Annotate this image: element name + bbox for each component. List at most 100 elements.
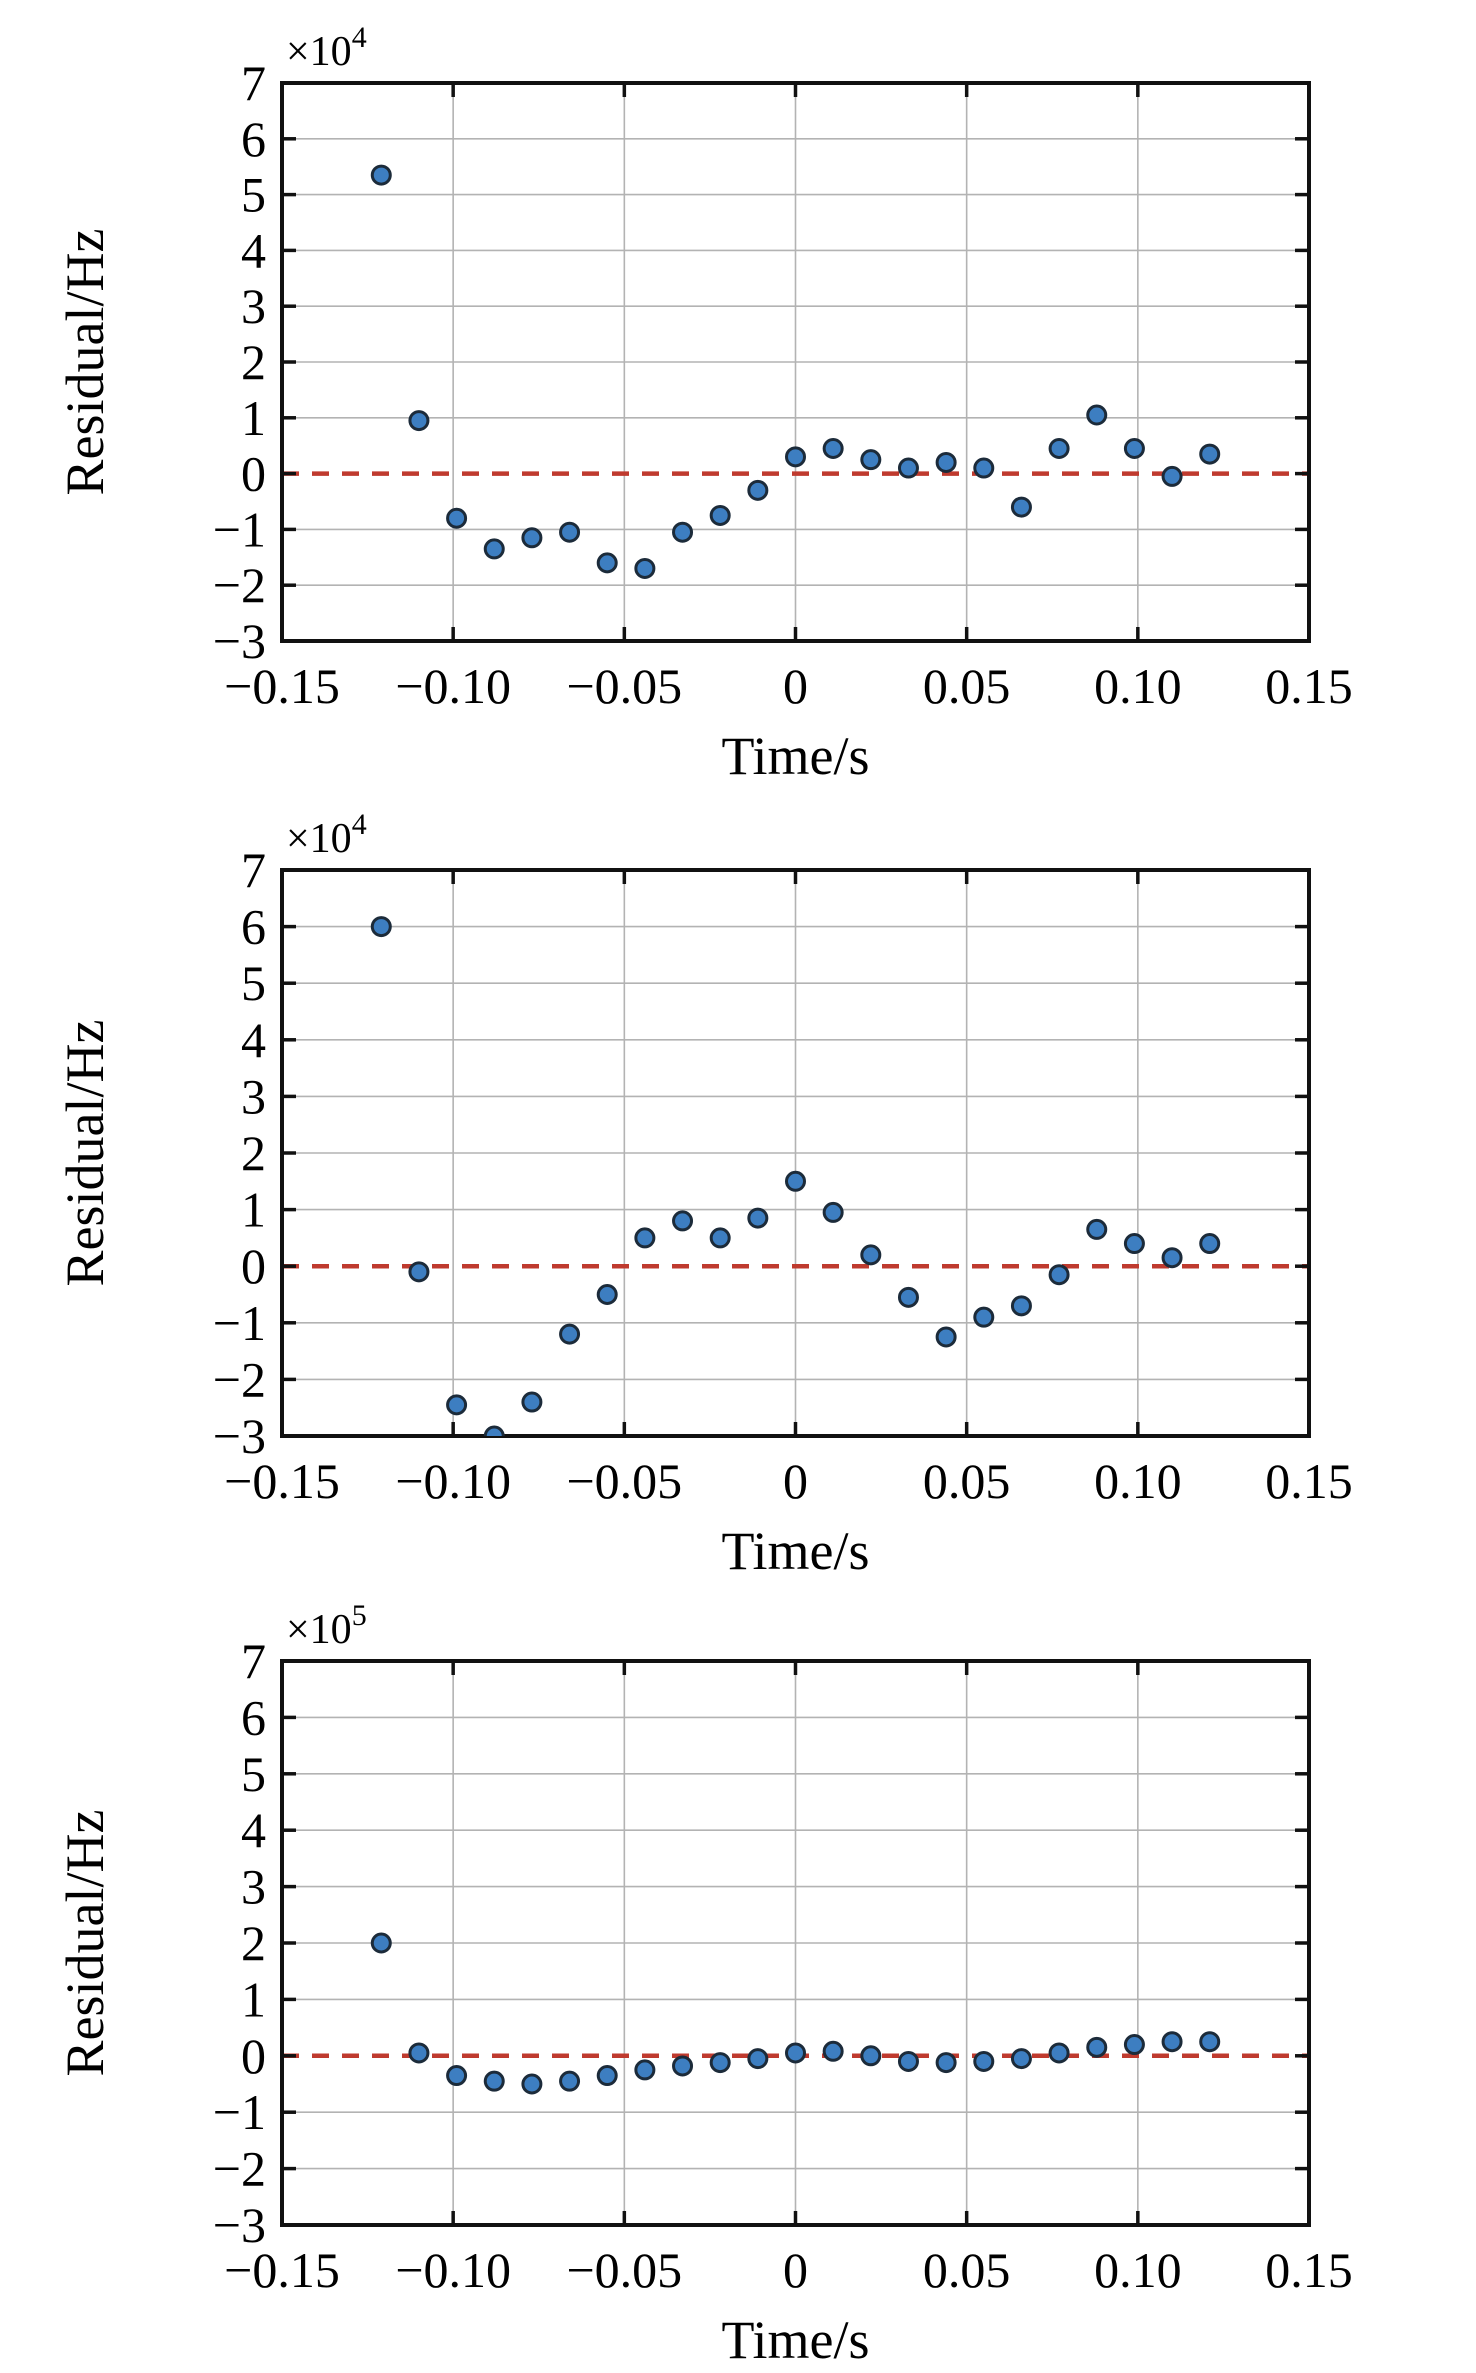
y-tick-label: −1 xyxy=(213,501,266,557)
y-tick-label: 1 xyxy=(241,390,266,446)
data-point xyxy=(672,521,694,543)
y-tick-label: 4 xyxy=(241,222,266,278)
y-tick-label: 3 xyxy=(241,1068,266,1124)
scatter-series xyxy=(370,1932,1221,2095)
data-point xyxy=(709,504,731,526)
data-point xyxy=(483,2070,505,2092)
data-point xyxy=(973,1306,995,1328)
x-tick-label: 0.05 xyxy=(923,1453,1011,1509)
data-point xyxy=(1048,1264,1070,1286)
data-point xyxy=(483,1425,505,1436)
y-tick-label: 1 xyxy=(241,1182,266,1238)
x-tick-label: −0.15 xyxy=(224,658,340,714)
y-tick-label: −2 xyxy=(213,2141,266,2197)
scatter-series xyxy=(370,164,1221,579)
data-point xyxy=(1123,2034,1145,2056)
data-point xyxy=(1161,2031,1183,2053)
data-point xyxy=(1086,404,1108,426)
x-tick-label: −0.15 xyxy=(224,1453,340,1509)
data-point xyxy=(897,1286,919,1308)
residual-chart-3: −0.15 −0.10 −0.05 0 0.05 0.10 0.1576543210−1−2… xyxy=(55,1599,1353,2370)
x-tick-label: −0.05 xyxy=(566,658,682,714)
x-tick-label: −0.10 xyxy=(395,658,511,714)
data-point xyxy=(1010,2048,1032,2070)
y-axis-multiplier: ×105 xyxy=(286,1599,367,1653)
data-point xyxy=(1161,1247,1183,1269)
x-tick-label: −0.10 xyxy=(395,1453,511,1509)
plot-border xyxy=(280,1659,1311,2227)
data-point xyxy=(1010,1295,1032,1317)
data-point xyxy=(446,507,468,529)
data-point xyxy=(860,2045,882,2067)
data-point xyxy=(1123,1233,1145,1255)
y-tick-label: 4 xyxy=(241,1012,266,1068)
y-tick-label: 3 xyxy=(241,278,266,334)
data-point xyxy=(370,1932,392,1954)
x-axis-label: Time/s xyxy=(721,726,869,786)
data-point xyxy=(596,552,618,574)
data-point xyxy=(747,2048,769,2070)
x-tick-label: 0.05 xyxy=(923,658,1011,714)
y-tick-label: 1 xyxy=(241,1971,266,2027)
plot-border xyxy=(280,81,1311,643)
y-tick-label: 5 xyxy=(241,955,266,1011)
data-point xyxy=(1048,437,1070,459)
data-point xyxy=(1199,443,1221,465)
data-point xyxy=(860,449,882,471)
y-tick-label: 6 xyxy=(241,899,266,955)
data-point xyxy=(785,446,806,468)
data-point xyxy=(521,527,543,549)
y-axis-label: Residual/Hz xyxy=(55,229,115,496)
y-tick-label: 7 xyxy=(241,842,266,898)
data-point xyxy=(935,451,957,473)
y-tick-label: 0 xyxy=(241,446,266,502)
data-point xyxy=(1048,2042,1070,2064)
y-tick-label: −1 xyxy=(213,1295,266,1351)
data-point xyxy=(973,2050,995,2072)
y-tick-label: 2 xyxy=(241,334,266,390)
y-tick-label: 3 xyxy=(241,1859,266,1915)
data-point xyxy=(935,2052,957,2074)
data-point xyxy=(973,457,995,479)
y-tick-label: −2 xyxy=(213,557,266,613)
x-tick-label: 0.10 xyxy=(1094,1453,1182,1509)
y-tick-label: 0 xyxy=(241,1238,266,1294)
data-point xyxy=(521,1391,543,1413)
y-tick-label: 0 xyxy=(241,2028,266,2084)
data-point xyxy=(897,2050,919,2072)
data-point xyxy=(672,1210,694,1232)
x-tick-label: 0.10 xyxy=(1094,2242,1182,2298)
residual-chart-1: −0.15 −0.10 −0.05 0 0.05 0.10 0.1576543210−1−2… xyxy=(55,21,1353,786)
data-point xyxy=(897,457,919,479)
data-point xyxy=(672,2055,694,2077)
data-point xyxy=(1199,1233,1221,1255)
y-tick-label: −2 xyxy=(213,1351,266,1407)
y-tick-label: −1 xyxy=(213,2084,266,2140)
data-point xyxy=(559,2070,581,2092)
data-point xyxy=(822,1201,844,1223)
data-point xyxy=(785,1170,806,1192)
y-tick-label: 6 xyxy=(241,1689,266,1745)
data-point xyxy=(483,538,505,560)
y-tick-label: 2 xyxy=(241,1915,266,1971)
data-point xyxy=(634,557,656,579)
y-tick-label: −3 xyxy=(213,613,266,669)
data-point xyxy=(747,479,769,501)
y-axis-label: Residual/Hz xyxy=(55,1020,115,1287)
data-point xyxy=(559,521,581,543)
data-point xyxy=(370,164,392,186)
data-point xyxy=(1199,2031,1221,2053)
x-tick-label: −0.15 xyxy=(224,2242,340,2298)
data-point xyxy=(935,1326,957,1348)
data-point xyxy=(709,1227,731,1249)
scatter-series xyxy=(370,916,1221,1436)
x-tick-label: 0 xyxy=(783,658,808,714)
data-point xyxy=(822,2040,844,2062)
data-point xyxy=(1161,465,1183,487)
data-point xyxy=(408,410,430,432)
x-tick-label: 0.05 xyxy=(923,2242,1011,2298)
y-tick-label: 4 xyxy=(241,1802,266,1858)
data-point xyxy=(860,1244,882,1266)
y-axis-multiplier: ×104 xyxy=(286,808,367,862)
